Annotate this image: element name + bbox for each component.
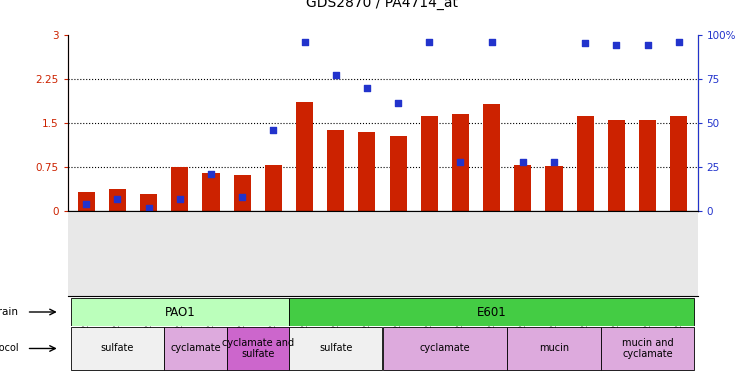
Bar — [233, 175, 250, 211]
Point — [267, 127, 279, 133]
Bar — [226, 327, 289, 370]
Bar — [545, 166, 562, 211]
Bar — [171, 167, 188, 211]
Text: mucin: mucin — [539, 343, 569, 354]
Bar — [507, 327, 601, 370]
Text: GDS2870 / PA4714_at: GDS2870 / PA4714_at — [307, 0, 458, 10]
Text: strain: strain — [0, 307, 19, 317]
Bar — [296, 102, 313, 211]
Bar — [202, 173, 220, 211]
Bar — [164, 327, 226, 370]
Point — [423, 38, 435, 45]
Text: cyclamate and
sulfate: cyclamate and sulfate — [222, 338, 294, 359]
Text: E601: E601 — [477, 306, 506, 318]
Point — [205, 171, 217, 177]
Bar — [577, 116, 594, 211]
Point — [673, 38, 685, 45]
Bar — [452, 114, 469, 211]
Point — [548, 159, 560, 165]
Bar — [358, 132, 376, 211]
Bar — [608, 120, 625, 211]
Text: sulfate: sulfate — [100, 343, 134, 354]
Point — [361, 84, 373, 91]
Point — [112, 196, 124, 202]
Point — [454, 159, 466, 165]
Bar — [289, 327, 382, 370]
Bar — [70, 298, 289, 326]
Bar — [382, 327, 507, 370]
Bar — [670, 116, 687, 211]
Bar — [421, 116, 438, 211]
Bar — [109, 189, 126, 211]
Text: growth protocol: growth protocol — [0, 343, 19, 354]
Bar — [265, 165, 282, 211]
Bar — [289, 298, 694, 326]
Text: cyclamate: cyclamate — [419, 343, 470, 354]
Point — [142, 205, 154, 211]
Point — [236, 194, 248, 200]
Text: cyclamate: cyclamate — [170, 343, 220, 354]
Point — [330, 72, 342, 78]
Bar — [389, 136, 406, 211]
Point — [641, 42, 653, 48]
Text: PAO1: PAO1 — [164, 306, 195, 318]
Point — [392, 100, 404, 106]
Bar — [639, 120, 656, 211]
Point — [517, 159, 529, 165]
Point — [174, 196, 186, 202]
Bar — [514, 165, 532, 211]
Bar — [70, 327, 164, 370]
Text: mucin and
cyclamate: mucin and cyclamate — [622, 338, 674, 359]
Bar — [601, 327, 694, 370]
Bar — [140, 194, 158, 211]
Text: sulfate: sulfate — [319, 343, 352, 354]
Bar — [78, 192, 94, 211]
Point — [80, 201, 92, 207]
Bar — [483, 104, 500, 211]
Point — [298, 38, 310, 45]
Point — [610, 42, 622, 48]
Point — [486, 38, 498, 45]
Point — [579, 40, 591, 46]
Bar — [327, 130, 344, 211]
